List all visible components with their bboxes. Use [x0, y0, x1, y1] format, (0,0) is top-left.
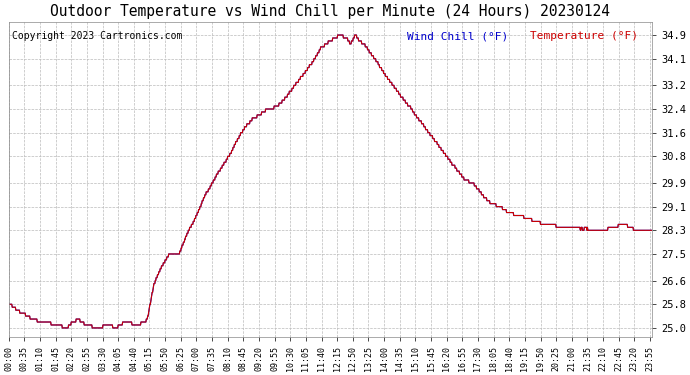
Text: Wind Chill (°F): Wind Chill (°F) [407, 31, 509, 41]
Text: Copyright 2023 Cartronics.com: Copyright 2023 Cartronics.com [12, 31, 182, 41]
Text: Temperature (°F): Temperature (°F) [530, 31, 638, 41]
Title: Outdoor Temperature vs Wind Chill per Minute (24 Hours) 20230124: Outdoor Temperature vs Wind Chill per Mi… [50, 4, 610, 19]
